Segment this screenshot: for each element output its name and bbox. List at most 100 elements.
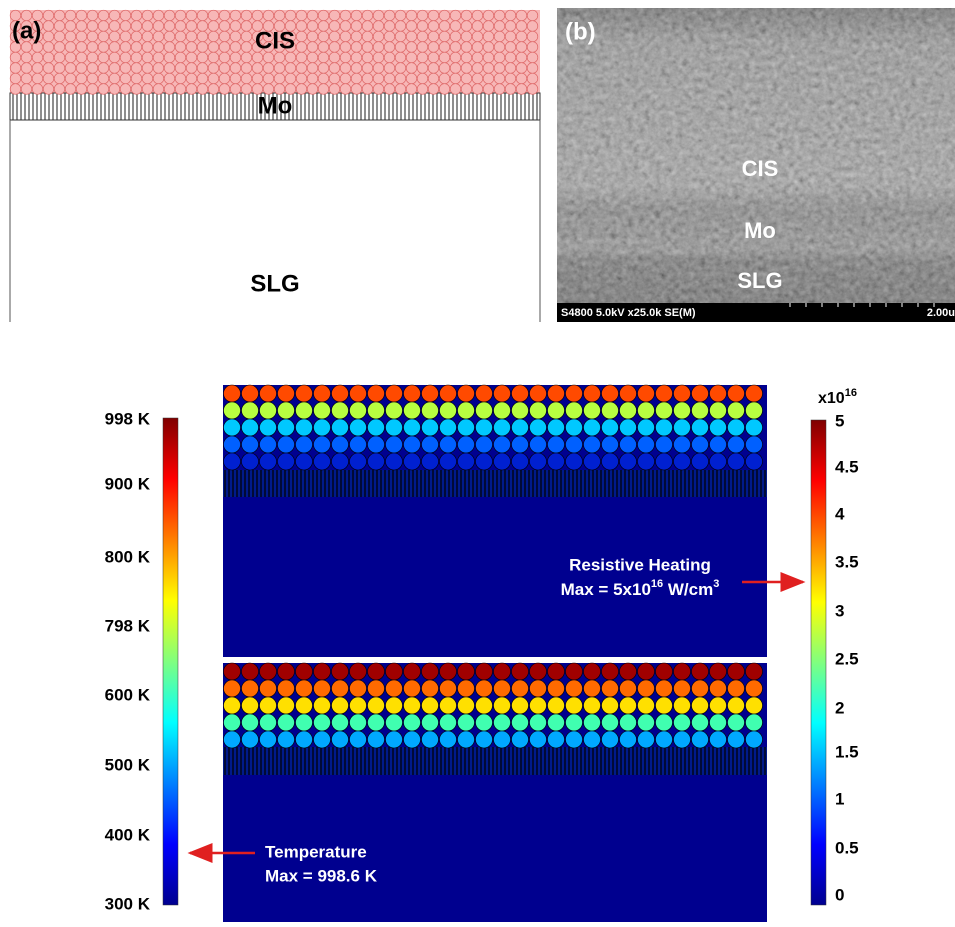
grain [494, 663, 511, 680]
grain [566, 436, 583, 453]
grain [461, 42, 472, 53]
grain [76, 52, 87, 63]
grain [318, 10, 329, 21]
grain [32, 73, 43, 84]
grain [21, 63, 32, 74]
grain [296, 697, 313, 714]
grain [362, 52, 373, 63]
grain [296, 436, 313, 453]
grain [98, 10, 109, 21]
grain [527, 52, 538, 63]
grain [307, 52, 318, 63]
grain [548, 731, 565, 748]
grain [638, 419, 655, 436]
grain [332, 663, 349, 680]
text-part: W/cm [663, 580, 713, 599]
grain [65, 63, 76, 74]
grain [674, 436, 691, 453]
grain [314, 680, 331, 697]
grain [153, 21, 164, 32]
grain [417, 42, 428, 53]
grain [350, 453, 367, 470]
grain [472, 63, 483, 74]
grain [368, 680, 385, 697]
grain [131, 42, 142, 53]
grain [422, 714, 439, 731]
heating-label: 2.5 [835, 649, 859, 668]
grain [404, 419, 421, 436]
grain [87, 42, 98, 53]
grain [395, 84, 406, 95]
heating-label: 1.5 [835, 742, 859, 761]
grain [584, 680, 601, 697]
grain [512, 453, 529, 470]
grain [450, 21, 461, 32]
grain [440, 714, 457, 731]
grain [548, 402, 565, 419]
grain [584, 402, 601, 419]
grain [43, 63, 54, 74]
grain [314, 419, 331, 436]
grain [368, 697, 385, 714]
grain [54, 10, 65, 21]
grain [548, 385, 565, 402]
grain [439, 42, 450, 53]
grain [439, 63, 450, 74]
grain [307, 63, 318, 74]
grain [386, 436, 403, 453]
grain [476, 402, 493, 419]
grain [340, 73, 351, 84]
grain [76, 63, 87, 74]
grain [516, 73, 527, 84]
grain [98, 42, 109, 53]
grain [406, 73, 417, 84]
grain [422, 419, 439, 436]
grain [153, 73, 164, 84]
grain [142, 73, 153, 84]
grain [710, 436, 727, 453]
grain [483, 52, 494, 63]
grain [440, 731, 457, 748]
grain [656, 731, 673, 748]
grain [278, 402, 295, 419]
grain [362, 10, 373, 21]
grain [450, 42, 461, 53]
grain [494, 419, 511, 436]
temperature-label: 600 K [105, 685, 151, 704]
grain [692, 697, 709, 714]
grain [656, 402, 673, 419]
grain [242, 680, 259, 697]
grain [373, 73, 384, 84]
grain [43, 73, 54, 84]
grain [230, 52, 241, 63]
grain [76, 84, 87, 95]
grain [131, 63, 142, 74]
grain [340, 52, 351, 63]
grain [728, 697, 745, 714]
grain [728, 436, 745, 453]
grain [728, 419, 745, 436]
grain [329, 84, 340, 95]
grain [404, 731, 421, 748]
grain [175, 84, 186, 95]
grain [728, 731, 745, 748]
grain [530, 419, 547, 436]
grain [422, 680, 439, 697]
grain [728, 385, 745, 402]
grain [54, 42, 65, 53]
grain [483, 84, 494, 95]
grain [296, 385, 313, 402]
label: CIS [742, 156, 779, 181]
grain [87, 63, 98, 74]
grain [656, 453, 673, 470]
grain [278, 697, 295, 714]
grain [131, 84, 142, 95]
superscript: 16 [651, 578, 663, 590]
grain [230, 21, 241, 32]
grain [263, 73, 274, 84]
grain [260, 731, 277, 748]
grain [175, 42, 186, 53]
grain [428, 63, 439, 74]
grain [332, 419, 349, 436]
grain [422, 697, 439, 714]
